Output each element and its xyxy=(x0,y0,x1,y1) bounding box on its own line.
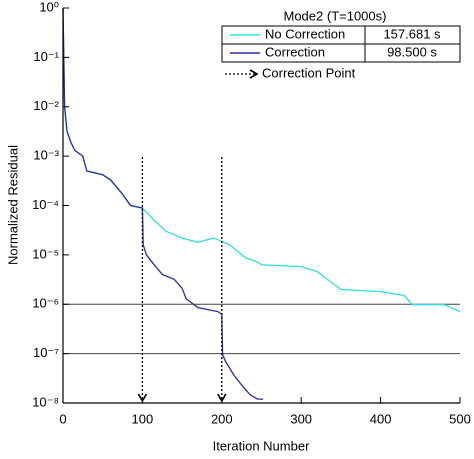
legend-label: Correction xyxy=(265,44,325,59)
y-tick-label: 10⁰ xyxy=(39,0,59,14)
y-tick-label: 10⁻⁶ xyxy=(32,296,59,311)
y-tick-label: 10⁻⁴ xyxy=(32,197,59,212)
legend-label: No Correction xyxy=(265,26,345,41)
x-tick-label: 0 xyxy=(59,411,66,426)
data-line xyxy=(62,7,264,400)
y-tick-label: 10⁻⁵ xyxy=(32,246,59,261)
y-axis-label: Normalized Residual xyxy=(5,145,20,265)
legend-value: 98.500 s xyxy=(387,44,437,59)
y-tick-label: 10⁻⁷ xyxy=(33,345,59,360)
legend-value: 157.681 s xyxy=(383,26,441,41)
x-tick-label: 300 xyxy=(290,411,312,426)
y-tick-label: 10⁻¹ xyxy=(33,49,59,64)
y-tick-label: 10⁻³ xyxy=(33,148,59,163)
x-tick-label: 200 xyxy=(211,411,233,426)
y-tick-label: 10⁻⁸ xyxy=(32,394,59,409)
legend-label: Correction Point xyxy=(262,65,356,80)
y-tick-label: 10⁻² xyxy=(33,98,59,113)
x-axis-label: Iteration Number xyxy=(213,438,310,453)
x-tick-label: 400 xyxy=(370,411,392,426)
legend-title: Mode2 (T=1000s) xyxy=(284,8,387,23)
x-tick-label: 500 xyxy=(449,411,471,426)
x-tick-label: 100 xyxy=(132,411,154,426)
